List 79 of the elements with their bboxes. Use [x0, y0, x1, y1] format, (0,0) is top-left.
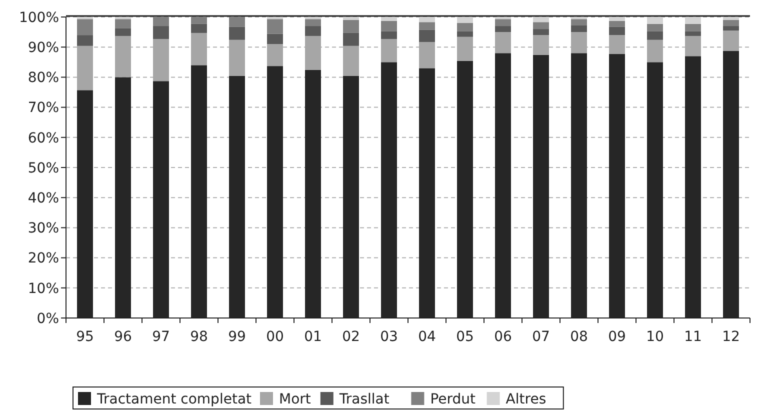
bar [533, 29, 549, 36]
bar [115, 19, 131, 28]
bar [381, 17, 397, 21]
bar [685, 31, 701, 36]
x-tick-label: 95 [76, 329, 94, 345]
legend-label: Mort [279, 391, 312, 408]
y-tick-label: 30% [28, 220, 59, 237]
x-tick-label: 04 [418, 329, 436, 345]
bar [647, 24, 663, 32]
bar [609, 26, 625, 36]
bar [191, 17, 207, 24]
legend-label: Tractament completat [96, 391, 252, 408]
bar [419, 17, 435, 22]
y-tick-label: 0% [36, 310, 59, 327]
bar [381, 20, 397, 32]
y-tick-label: 80% [28, 70, 59, 86]
bar [77, 35, 93, 46]
bar [267, 19, 283, 34]
y-tick-label: 10% [28, 280, 59, 297]
x-tick-label: 12 [722, 329, 740, 345]
bar [495, 26, 511, 32]
bar [305, 19, 321, 26]
x-tick-label: 05 [456, 329, 474, 345]
bar [647, 31, 663, 40]
bar [305, 26, 321, 36]
bar [723, 26, 739, 31]
bar [343, 17, 359, 20]
x-tick-label: 97 [152, 329, 170, 345]
x-tick-label: 03 [380, 329, 398, 345]
x-tick-label: 00 [266, 329, 284, 345]
bar [609, 17, 625, 21]
bar [457, 23, 473, 32]
bar [343, 20, 359, 33]
bar [381, 31, 397, 39]
bar [457, 31, 473, 37]
bar [571, 25, 587, 32]
bar [229, 17, 245, 27]
x-tick-label: 96 [114, 329, 132, 345]
x-tick-label: 09 [608, 329, 626, 345]
bar [267, 34, 283, 44]
y-tick-label: 60% [28, 130, 59, 146]
x-tick-label: 07 [532, 329, 550, 345]
bar [191, 24, 207, 33]
y-tick-label: 50% [28, 160, 59, 176]
bar [723, 17, 739, 20]
y-tick-label: 90% [28, 40, 59, 56]
bar [153, 17, 169, 26]
x-tick-label: 06 [494, 329, 512, 345]
y-tick-label: 100% [18, 10, 59, 26]
bar [685, 24, 701, 32]
legend-label: Trasllat [338, 391, 390, 408]
x-tick-label: 02 [342, 329, 360, 345]
bar [115, 28, 131, 36]
bar [609, 20, 625, 27]
bar [77, 19, 93, 36]
x-tick-label: 11 [684, 329, 702, 345]
bar [533, 22, 549, 30]
x-tick-label: 10 [646, 329, 664, 345]
bar [723, 20, 739, 26]
bar [229, 26, 245, 40]
bar [533, 17, 549, 22]
x-tick-label: 01 [304, 329, 322, 345]
y-tick-label: 20% [28, 250, 59, 267]
x-tick-label: 98 [190, 329, 208, 345]
x-tick-label: 08 [570, 329, 588, 345]
bar [419, 22, 435, 30]
x-tick-label: 99 [228, 329, 246, 345]
bar [647, 17, 663, 24]
legend-label: Perdut [430, 391, 476, 408]
bar [419, 30, 435, 42]
bar [343, 32, 359, 46]
bar [571, 19, 587, 26]
bar [153, 26, 169, 39]
bar [457, 17, 473, 24]
legend-label: Altres [506, 391, 546, 408]
bar [495, 19, 511, 26]
y-tick-label: 70% [28, 100, 59, 116]
bar [685, 17, 701, 24]
y-tick-label: 40% [28, 190, 59, 206]
